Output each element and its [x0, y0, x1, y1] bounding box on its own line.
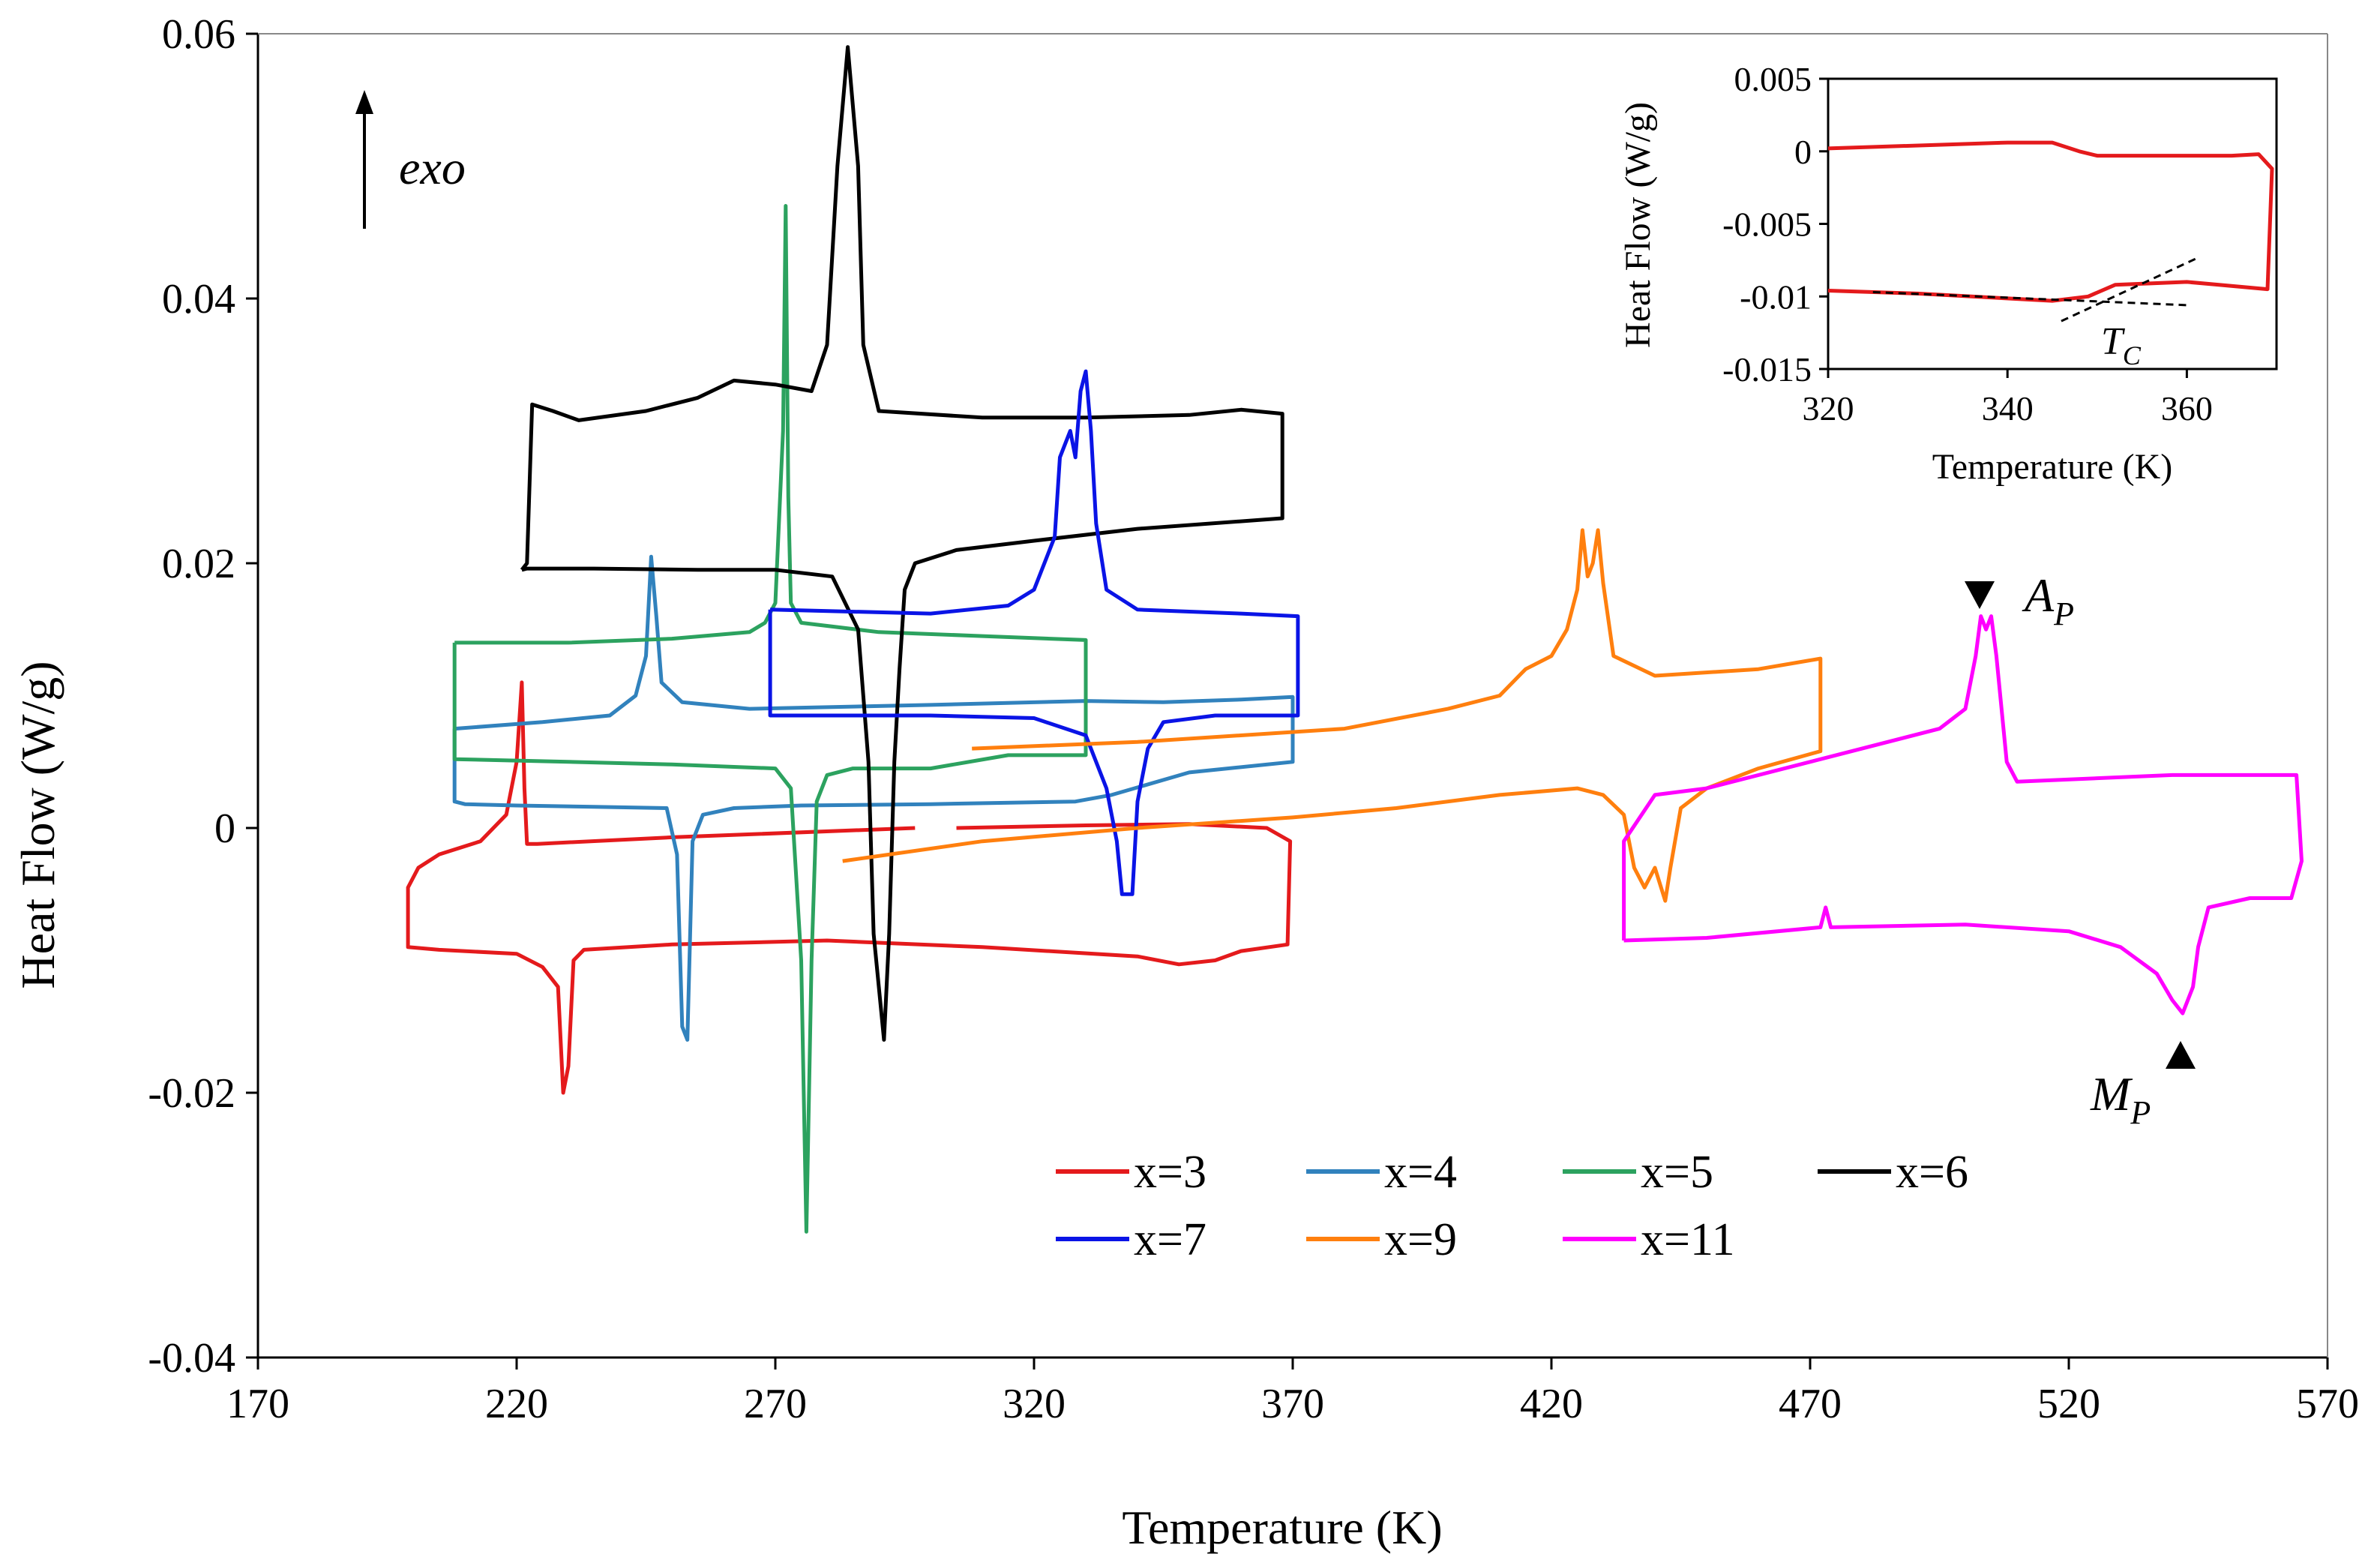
ap-label-sub: P: [2053, 596, 2074, 632]
series-line-x9: [842, 528, 1823, 903]
x-tick-label: 370: [1261, 1381, 1324, 1427]
legend-item-x3: x=3: [1056, 1147, 1206, 1198]
legend-item-x6: x=6: [1818, 1147, 1968, 1198]
y-tick-label: -0.02: [148, 1070, 235, 1117]
y-axis-title: Heat Flow (W/g): [11, 661, 64, 988]
legend-label: x=7: [1134, 1214, 1206, 1265]
x-tick-label: 320: [1003, 1381, 1066, 1427]
tc-label-main: T: [2101, 320, 2125, 363]
inset-frame: [1827, 77, 2278, 370]
series-line-x7: [768, 369, 1300, 896]
exo-arrowhead-icon: [355, 90, 373, 114]
ap-annotation: AP: [1965, 568, 2074, 632]
inset-y-tick-label: -0.015: [1722, 350, 1812, 388]
inset-axes: [1827, 77, 2278, 370]
inset-series-line: [1827, 140, 2274, 303]
mp-label: MP: [2090, 1067, 2151, 1131]
legend-item-x4: x=4: [1306, 1147, 1457, 1198]
inset-y-tick-label: -0.01: [1740, 278, 1812, 316]
legend-label: x=5: [1641, 1147, 1713, 1198]
inset-y-tick-label: -0.005: [1722, 206, 1812, 244]
series-line-x11: [1622, 614, 2304, 1016]
main-series: [406, 45, 2304, 1234]
y-tick-label: 0.04: [162, 276, 235, 322]
y-tick-label: 0.02: [162, 541, 235, 587]
ap-marker-icon: [1965, 581, 1995, 609]
x-tick-label: 170: [226, 1381, 289, 1427]
legend-item-x11: x=11: [1563, 1214, 1735, 1265]
main-axes: [256, 33, 2328, 1359]
x-tick-label: 470: [1779, 1381, 1842, 1427]
inset-x-tick-label: 340: [1982, 389, 2034, 428]
x-tick-label: 420: [1520, 1381, 1583, 1427]
mp-label-main: M: [2090, 1067, 2133, 1120]
mp-label-sub: P: [2130, 1094, 2151, 1131]
y-tick-label: 0.06: [162, 11, 235, 58]
inset-series: [1827, 140, 2274, 322]
x-tick-label: 220: [485, 1381, 548, 1427]
legend-label: x=4: [1384, 1147, 1457, 1198]
legend-label: x=3: [1134, 1147, 1206, 1198]
series-line-x6: [520, 45, 1284, 1042]
inset-ticks: 320 340 360 0.005 0 -0.005 -0.01 -0.015: [1722, 60, 2213, 428]
inset-x-axis-title: Temperature (K): [1932, 447, 2172, 487]
mp-annotation: MP: [2090, 1041, 2196, 1131]
legend: x=3 x=4 x=5 x=6 x=7 x=9 x=11: [1056, 1147, 1968, 1265]
mp-marker-icon: [2166, 1041, 2196, 1069]
inset-y-axis-title: Heat Flow (W/g): [1618, 102, 1658, 348]
exo-annotation: exo: [355, 90, 466, 229]
inset-tangent-line: [1872, 290, 2187, 307]
ap-label-main: A: [2022, 568, 2055, 622]
main-ticks: 170 220 270 320 370 420 470 520 570 -0.04 -0.02 0 0.…: [148, 11, 2359, 1427]
legend-label: x=6: [1896, 1147, 1968, 1198]
inset-y-tick-label: 0: [1794, 133, 1812, 171]
x-tick-label: 520: [2037, 1381, 2100, 1427]
x-tick-label: 570: [2296, 1381, 2359, 1427]
legend-label: x=9: [1384, 1214, 1457, 1265]
tc-label-sub: C: [2123, 340, 2142, 370]
legend-item-x5: x=5: [1563, 1147, 1713, 1198]
legend-item-x9: x=9: [1306, 1214, 1457, 1265]
x-axis-title: Temperature (K): [1122, 1501, 1442, 1554]
legend-label: x=11: [1641, 1214, 1735, 1265]
y-tick-label: 0: [214, 806, 235, 852]
series-line-x4: [452, 554, 1295, 1042]
legend-item-x7: x=7: [1056, 1214, 1206, 1265]
x-tick-label: 270: [744, 1381, 807, 1427]
exo-label: exo: [399, 141, 466, 194]
inset-x-tick-label: 360: [2161, 389, 2213, 428]
inset-y-tick-label: 0.005: [1734, 60, 1812, 98]
ap-label: AP: [2022, 568, 2074, 632]
inset-x-tick-label: 320: [1803, 389, 1854, 428]
series-line-x3: [406, 680, 1293, 1095]
tc-label: TC: [2101, 320, 2142, 370]
y-tick-label: -0.04: [148, 1335, 235, 1382]
